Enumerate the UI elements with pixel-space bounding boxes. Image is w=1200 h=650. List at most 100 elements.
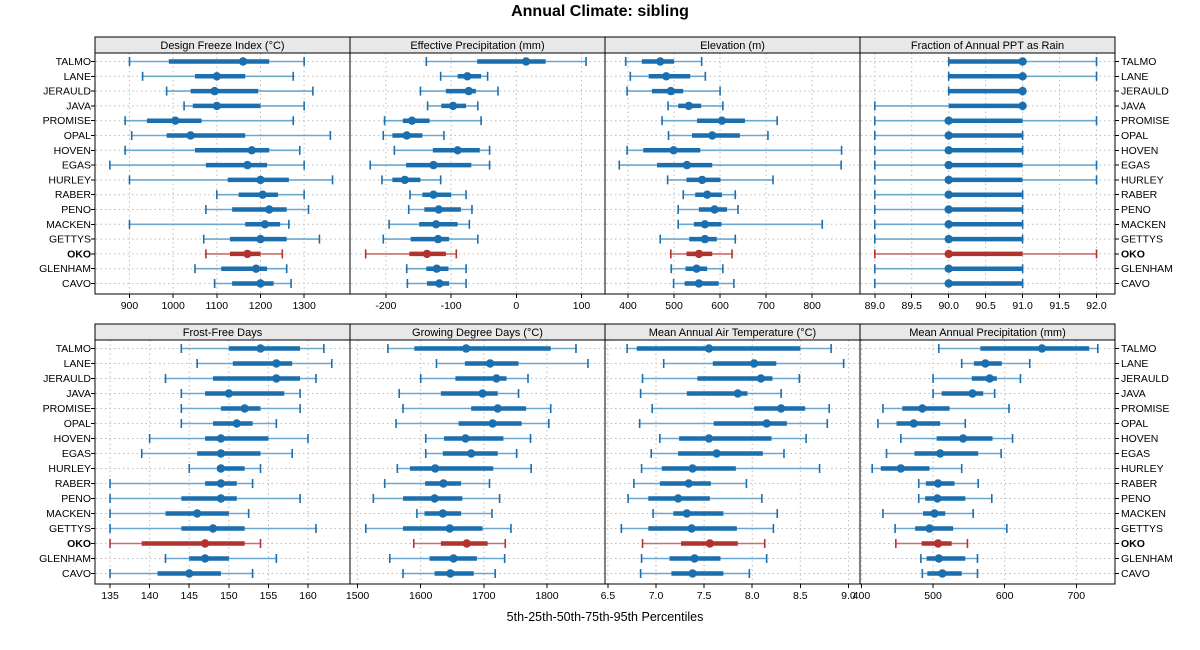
median-dot <box>251 264 261 273</box>
median-dot <box>216 449 226 458</box>
percentile-row-opal <box>861 419 1114 428</box>
median-dot <box>717 116 727 125</box>
panel-growing-degree-days-c: Growing Degree Days (°C) 1500 1600 1700 1800 <box>346 323 606 602</box>
median-dot <box>449 554 458 563</box>
x-tick-label: 1600 <box>409 590 433 602</box>
median-dot <box>704 344 714 353</box>
strip-title: Fraction of Annual PPT as Rain <box>911 40 1064 52</box>
median-dot <box>478 389 487 398</box>
percentile-row-java <box>861 389 1114 398</box>
panel-mean-annual-precipitation-mm: Mean Annual Precipitation (mm) 400 500 600 7… <box>853 323 1119 602</box>
station-label-right: TALMO <box>1121 56 1156 68</box>
median-dot <box>981 359 990 368</box>
median-dot <box>682 509 691 518</box>
percentile-row-egas <box>96 449 349 458</box>
median-dot <box>434 205 443 214</box>
x-tick-label: 1000 <box>161 300 185 312</box>
median-dot <box>762 419 771 428</box>
median-dot <box>243 249 252 259</box>
median-dot <box>431 464 440 473</box>
percentile-row-promise <box>96 404 349 413</box>
x-tick-label: 1500 <box>346 590 370 602</box>
percentile-row-macken <box>606 219 859 229</box>
percentile-row-opal <box>96 419 349 428</box>
median-dot <box>702 190 712 199</box>
station-label-right: HURLEY <box>1121 463 1164 475</box>
percentile-row-opal <box>351 419 604 428</box>
median-dot <box>243 160 252 170</box>
x-axis: 900 1000 1100 1200 1300 <box>121 294 316 312</box>
station-label-right: TALMO <box>1121 343 1156 355</box>
x-tick-label: 135 <box>101 590 119 602</box>
percentile-row-opal <box>351 131 604 140</box>
percentile-row-egas <box>351 160 604 170</box>
median-dot <box>700 234 710 244</box>
median-dot <box>933 494 942 503</box>
station-label-left: JERAULD <box>43 86 91 98</box>
percentile-row-promise <box>606 404 859 413</box>
percentile-row-lane <box>96 71 349 81</box>
x-tick-label: 1200 <box>249 300 273 312</box>
percentile-row-peno <box>96 494 349 503</box>
station-label-left: CAVO <box>62 568 91 580</box>
percentile-row-gettys <box>96 234 349 244</box>
station-label-right: JAVA <box>1121 100 1146 112</box>
percentile-row-talmo <box>96 344 349 353</box>
percentile-row-java <box>606 101 859 111</box>
median-dot <box>521 57 531 66</box>
page-title: Annual Climate: sibling <box>511 3 689 20</box>
median-dot <box>192 509 202 518</box>
median-dot <box>690 554 699 563</box>
percentile-row-peno <box>351 205 604 214</box>
station-label-right: GLENHAM <box>1121 263 1173 275</box>
station-label-right: HOVEN <box>1121 433 1158 445</box>
station-label-left: JERAULD <box>43 373 91 385</box>
percentile-row-oko <box>96 249 349 259</box>
median-dot <box>272 374 281 383</box>
median-dot <box>265 205 274 214</box>
median-dot <box>448 101 458 111</box>
percentile-row-cavo <box>606 569 859 578</box>
station-label-left: RABER <box>55 189 92 201</box>
x-axis: 400 500 600 700 800 <box>619 294 821 312</box>
station-label-left: GETTYS <box>49 523 91 535</box>
station-label-left: OPAL <box>64 130 91 142</box>
percentile-row-jerauld <box>606 374 859 383</box>
x-tick-label: 700 <box>1068 590 1086 602</box>
percentile-row-lane <box>606 71 859 81</box>
percentile-row-talmo <box>351 344 604 353</box>
gridlines <box>860 340 1077 584</box>
median-dot <box>240 404 249 413</box>
percentile-row-glenham <box>351 264 604 274</box>
median-dot <box>944 220 953 229</box>
percentile-row-raber <box>96 479 349 488</box>
median-dot <box>733 389 742 398</box>
median-dot <box>687 524 696 533</box>
median-dot <box>492 374 501 383</box>
median-dot <box>944 205 953 214</box>
median-dot <box>896 464 906 473</box>
percentile-row-jerauld <box>96 86 349 96</box>
x-tick-label: 90.0 <box>938 300 959 312</box>
panel-design-freeze-index-c: Design Freeze Index (°C) 900 1000 1100 1200 1… <box>91 36 351 312</box>
median-dot <box>429 160 438 170</box>
x-tick-label: 7.5 <box>697 590 712 602</box>
percentile-row-glenham <box>96 554 349 563</box>
station-label-right: OKO <box>1121 538 1145 550</box>
station-label-left: HOVEN <box>54 433 91 445</box>
percentile-row-gettys <box>606 524 859 533</box>
percentile-row-oko <box>606 539 859 548</box>
median-dot <box>464 86 473 96</box>
percentile-row-talmo <box>861 344 1114 353</box>
median-dot <box>430 494 439 503</box>
percentile-row-glenham <box>861 264 1114 274</box>
station-label-right: PROMISE <box>1121 403 1169 415</box>
percentile-row-hoven <box>96 434 349 443</box>
percentile-row-hurley <box>351 175 604 185</box>
median-dot <box>985 374 994 383</box>
percentile-row-macken <box>351 219 604 229</box>
panel-mean-annual-air-temperature-c: Mean Annual Air Temperature (°C) 6.5 7.0 7.… <box>601 323 861 602</box>
percentile-row-peno <box>861 494 1114 503</box>
median-dot <box>1018 101 1027 111</box>
percentile-row-talmo <box>96 57 349 66</box>
